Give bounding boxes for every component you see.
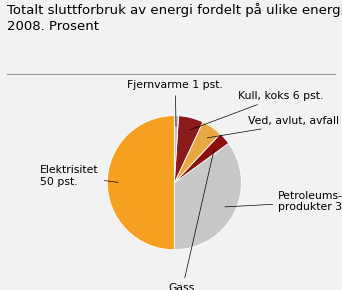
Wedge shape	[174, 134, 228, 183]
Wedge shape	[174, 122, 220, 183]
Wedge shape	[174, 116, 179, 183]
Text: Petroleums-
produkter 35 pst.: Petroleums- produkter 35 pst.	[225, 191, 342, 212]
Text: Gass
3 pst.: Gass 3 pst.	[166, 150, 214, 290]
Wedge shape	[174, 116, 203, 183]
Wedge shape	[174, 143, 241, 250]
Wedge shape	[107, 116, 174, 250]
Text: Kull, koks 6 pst.: Kull, koks 6 pst.	[190, 91, 324, 130]
Text: Totalt sluttforbruk av energi fordelt på ulike energitype.
2008. Prosent: Totalt sluttforbruk av energi fordelt på…	[7, 3, 342, 33]
Text: Elektrisitet
50 pst.: Elektrisitet 50 pst.	[40, 165, 118, 187]
Text: Ved, avlut, avfall 5 pst.: Ved, avlut, avfall 5 pst.	[207, 116, 342, 138]
Text: Fjernvarme 1 pst.: Fjernvarme 1 pst.	[128, 80, 223, 126]
